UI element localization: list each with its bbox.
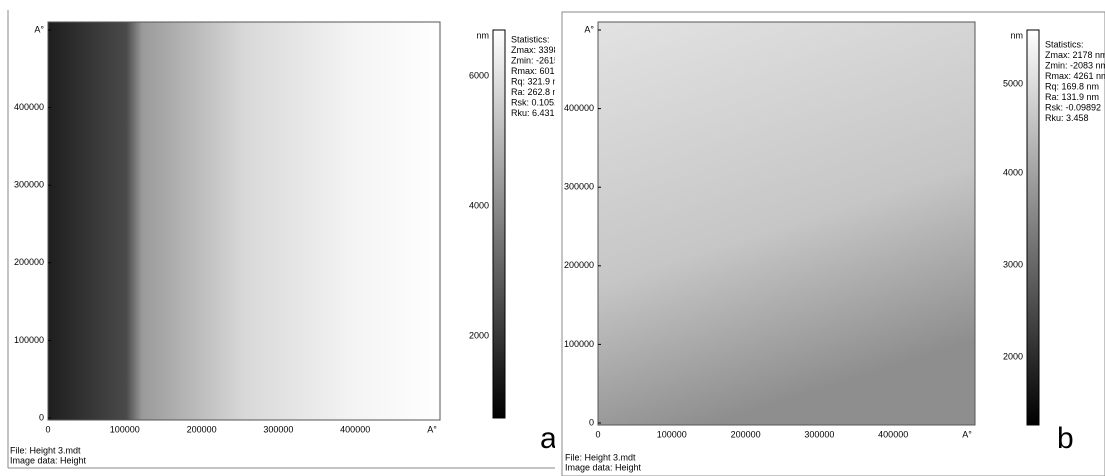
statistics-line: Zmax: 3398 bbox=[511, 45, 559, 55]
x-tick-label: 300000 bbox=[804, 429, 834, 439]
y-tick-label: 400000 bbox=[564, 103, 594, 113]
x-tick-label: 400000 bbox=[340, 424, 370, 434]
x-tick-label: 100000 bbox=[657, 429, 687, 439]
statistics-line: Rku: 6.431 bbox=[511, 108, 555, 118]
colorbar-tick-label: 6000 bbox=[469, 70, 489, 80]
y-tick-label: 400000 bbox=[14, 102, 44, 112]
afm-image bbox=[597, 21, 976, 426]
statistics-line: Zmin: -2083 nm bbox=[1045, 60, 1105, 70]
image-data: Image data: Height bbox=[10, 455, 87, 465]
x-tick-label: 200000 bbox=[187, 424, 217, 434]
x-tick-label: 100000 bbox=[110, 424, 140, 434]
file-name: File: Height 3.mdt bbox=[10, 445, 81, 455]
y-tick-label: 100000 bbox=[14, 335, 44, 345]
panel: A° 400000 300000 200000 100000 00 100000 200000… bbox=[564, 21, 1105, 472]
colorbar-tick-label: 4000 bbox=[469, 200, 489, 210]
colorbar bbox=[1026, 29, 1040, 426]
panel-label: a bbox=[540, 422, 557, 455]
statistics-line: Rsk: 0.1051 bbox=[511, 97, 559, 107]
y-tick-label: 0 bbox=[589, 417, 594, 427]
statistics-line: Rsk: -0.09892 bbox=[1045, 102, 1101, 112]
statistics-line: Rq: 169.8 nm bbox=[1045, 81, 1099, 91]
colorbar-unit: nm bbox=[476, 30, 489, 40]
y-tick-label: 0 bbox=[39, 412, 44, 422]
y-tick-label: 100000 bbox=[564, 339, 594, 349]
y-tick-label: A° bbox=[584, 24, 594, 34]
panel: A° 400000 300000 200000 100000 00 100000 200000… bbox=[10, 21, 565, 465]
statistics-line: Statistics: bbox=[511, 34, 550, 44]
image-data: Image data: Height bbox=[565, 462, 642, 472]
colorbar-tick-label: 2000 bbox=[469, 330, 489, 340]
y-tick-label: 200000 bbox=[14, 257, 44, 267]
statistics-line: Rku: 3.458 bbox=[1045, 113, 1089, 123]
colorbar-unit: nm bbox=[1010, 30, 1023, 40]
statistics-line: Rmax: 4261 nm bbox=[1045, 71, 1105, 81]
colorbar-tick-label: 3000 bbox=[1003, 259, 1023, 269]
colorbar-tick-label: 2000 bbox=[1003, 351, 1023, 361]
y-tick-label: A° bbox=[34, 24, 44, 34]
x-tick-label: A° bbox=[962, 429, 972, 439]
file-name: File: Height 3.mdt bbox=[565, 452, 636, 462]
x-tick-label: A° bbox=[427, 424, 437, 434]
y-tick-label: 300000 bbox=[14, 180, 44, 190]
afm-image bbox=[47, 21, 441, 421]
panel-frame bbox=[561, 11, 1105, 476]
x-tick-label: 300000 bbox=[263, 424, 293, 434]
x-tick-label: 200000 bbox=[731, 429, 761, 439]
x-tick-label: 400000 bbox=[878, 429, 908, 439]
colorbar-tick-label: 4000 bbox=[1003, 167, 1023, 177]
statistics-line: Statistics: bbox=[1045, 39, 1084, 49]
panel-label: b bbox=[1057, 422, 1074, 455]
statistics-line: Ra: 262.8 n bbox=[511, 87, 558, 97]
x-tick-label: 0 bbox=[595, 429, 600, 439]
y-tick-label: 200000 bbox=[564, 260, 594, 270]
statistics-line: Zmax: 2178 nm bbox=[1045, 50, 1105, 60]
statistics-line: Ra: 131.9 nm bbox=[1045, 92, 1099, 102]
x-tick-label: 0 bbox=[45, 424, 50, 434]
colorbar bbox=[492, 29, 506, 419]
statistics-line: Rq: 321.9 nm bbox=[511, 76, 565, 86]
y-tick-label: 300000 bbox=[564, 182, 594, 192]
colorbar-tick-label: 5000 bbox=[1003, 78, 1023, 88]
statistics-line: Zmin: -2615 bbox=[511, 55, 559, 65]
statistics-line: Rmax: 6013 bbox=[511, 66, 560, 76]
